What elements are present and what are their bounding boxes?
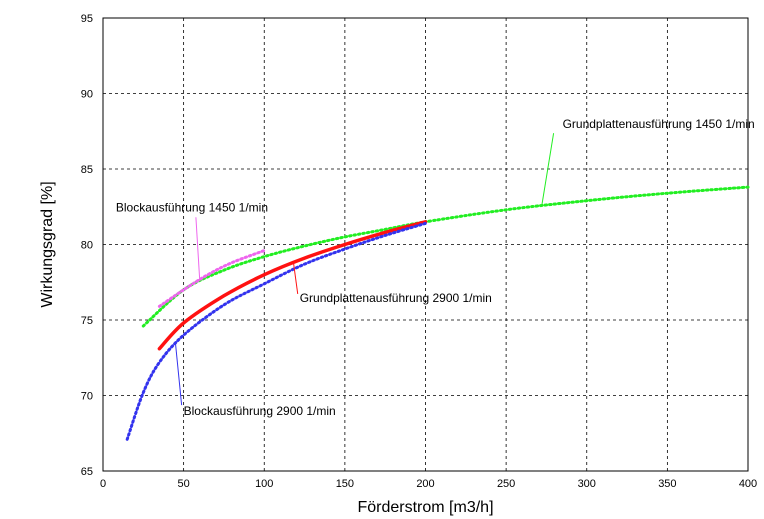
y-tick-label: 65 [81,466,93,478]
series-grundplatte-1450-line [141,185,750,328]
annotation-leader-line [541,133,555,207]
grid [102,17,749,472]
x-tick-label: 250 [497,478,515,490]
annotations: Grundplattenausführung 1450 1/min Blockau… [116,117,755,418]
annotation-label: Grundplattenausführung 2900 1/min [300,291,492,305]
annotation-leader-line [195,217,201,281]
y-tick-label: 70 [81,391,93,403]
x-tick-labels: 0 50 100 150 200 250 300 350 400 [100,478,757,490]
x-tick-label: 200 [416,478,434,490]
annotation-label: Grundplattenausführung 1450 1/min [563,117,755,131]
series-grundplatte-2900-line [157,220,428,351]
x-tick-label: 400 [739,478,757,490]
x-axis-label: Förderstrom [m3/h] [357,499,493,516]
x-tick-label: 350 [658,478,676,490]
x-tick-label: 0 [100,478,106,490]
annotation-label: Blockausführung 2900 1/min [184,404,336,418]
annotation-leader-line [175,344,183,406]
y-axis-label: Wirkungsgrad [%] [39,181,56,307]
y-tick-label: 85 [81,164,93,176]
y-tick-label: 95 [81,13,93,25]
x-tick-label: 100 [255,478,273,490]
annotation-label: Blockausführung 1450 1/min [116,200,268,214]
x-tick-label: 150 [336,478,354,490]
series-block-2900-line [125,221,427,441]
y-tick-label: 90 [81,89,93,101]
x-tick-label: 300 [578,478,596,490]
x-tick-label: 50 [178,478,190,490]
y-tick-label: 75 [81,315,93,327]
y-tick-label: 80 [81,240,93,252]
series-lines [125,185,750,441]
y-tick-labels: 65 70 75 80 85 90 95 [81,13,93,478]
plot-frame [102,17,749,472]
series-block-1450-line [157,249,266,308]
annotation-leader-line [292,261,299,294]
